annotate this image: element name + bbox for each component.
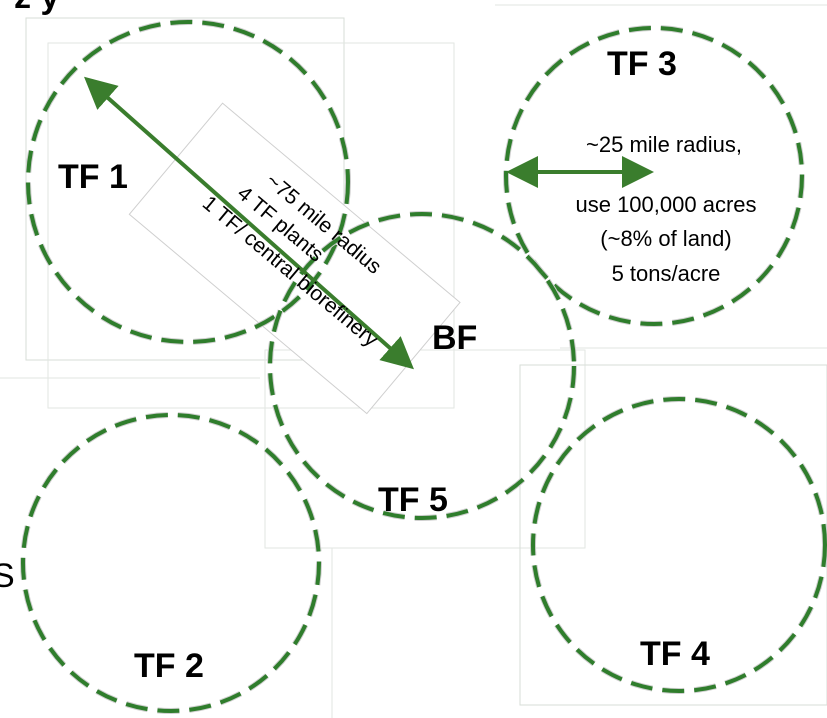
radius-note-box [128,102,461,415]
tf2-circle [20,412,322,714]
background-frame [519,364,827,706]
tf2-label: TF 2 [134,647,204,685]
tf5-circle [267,211,577,521]
tf3-label: TF 3 [607,45,677,83]
small-note-line4: 5 tons/acre [612,261,721,286]
small-note-line1: ~25 mile radius, [586,132,742,157]
tf4-circle [530,396,827,694]
small-note-line3: (~8% of land) [600,226,731,251]
tf4-label: TF 4 [640,635,710,673]
left-edge-text: S [0,557,15,595]
bf-label: BF [432,319,477,357]
small-note-line2: use 100,000 acres [575,192,756,217]
background-frame [264,349,586,549]
tf1-label: TF 1 [58,158,128,196]
large-radius-arrow [84,76,414,370]
tf5-label: TF 5 [378,481,448,519]
background-frame [47,42,455,409]
top-edge-text: z y [14,0,59,16]
